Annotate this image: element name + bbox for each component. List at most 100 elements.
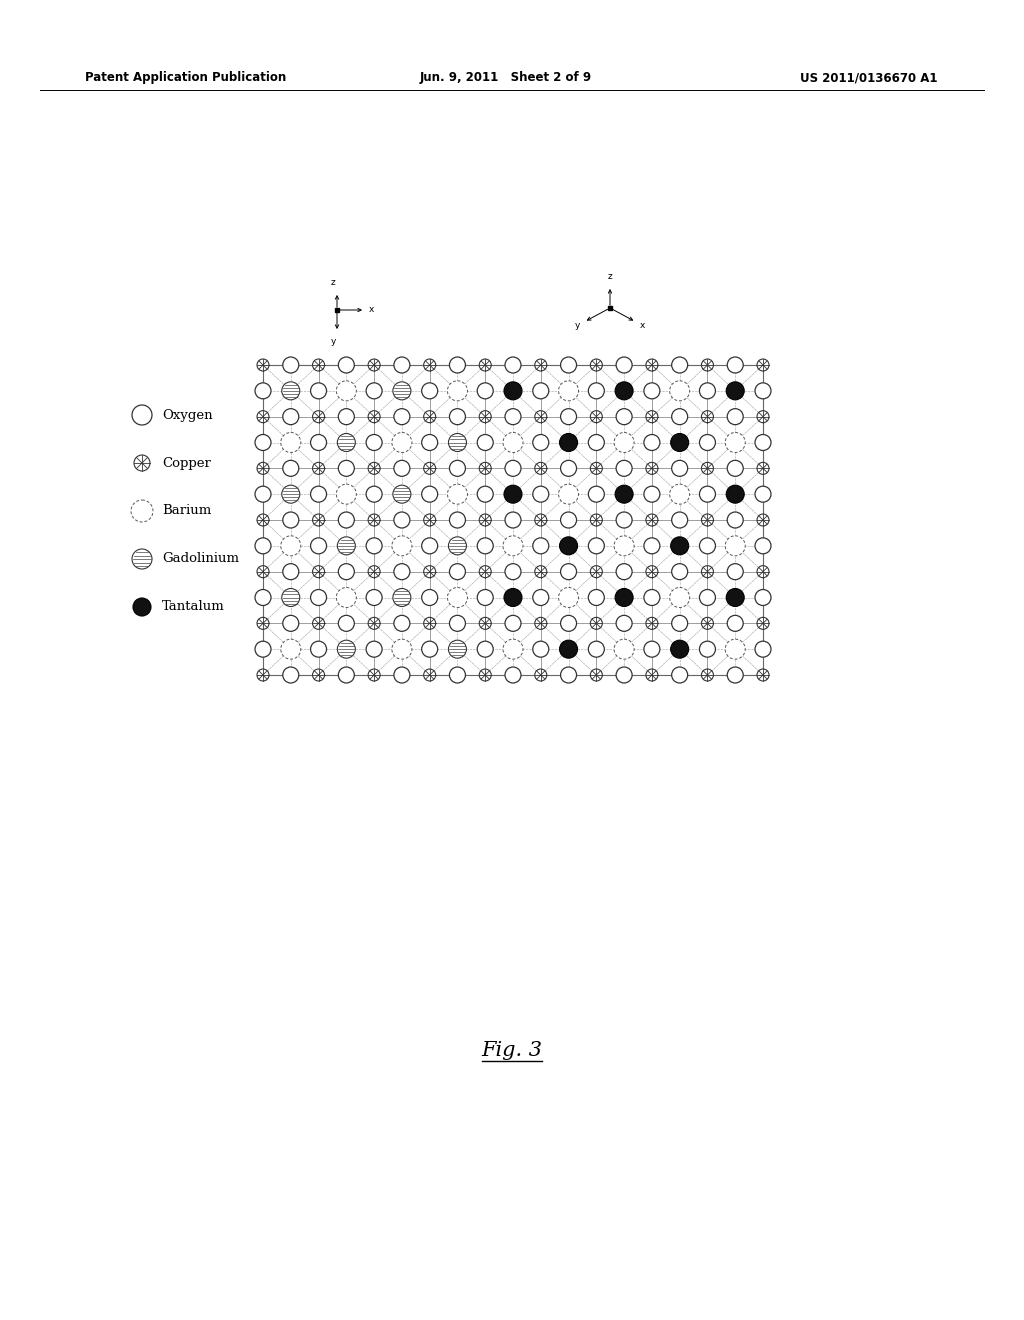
Circle shape	[699, 486, 716, 502]
Circle shape	[132, 405, 152, 425]
Circle shape	[727, 615, 743, 631]
Circle shape	[505, 667, 521, 682]
Circle shape	[257, 566, 269, 578]
Circle shape	[394, 461, 410, 477]
Circle shape	[590, 566, 602, 578]
Circle shape	[133, 598, 151, 616]
Circle shape	[755, 642, 771, 657]
Circle shape	[727, 512, 743, 528]
Circle shape	[479, 359, 492, 371]
Circle shape	[755, 434, 771, 450]
Circle shape	[559, 433, 578, 451]
Circle shape	[479, 462, 492, 474]
Circle shape	[422, 642, 437, 657]
Circle shape	[424, 669, 435, 681]
Circle shape	[368, 411, 380, 422]
Circle shape	[701, 618, 714, 630]
Circle shape	[336, 381, 356, 401]
Circle shape	[726, 589, 744, 606]
Circle shape	[615, 589, 633, 606]
Circle shape	[503, 639, 523, 659]
Circle shape	[757, 669, 769, 681]
Circle shape	[312, 411, 325, 422]
Circle shape	[424, 411, 435, 422]
Circle shape	[672, 667, 688, 682]
Circle shape	[670, 484, 690, 504]
Text: Barium: Barium	[162, 504, 211, 517]
Circle shape	[590, 618, 602, 630]
Circle shape	[336, 587, 356, 607]
Circle shape	[589, 537, 604, 554]
Circle shape	[310, 642, 327, 657]
Circle shape	[725, 536, 745, 556]
Circle shape	[281, 433, 301, 453]
Circle shape	[394, 512, 410, 528]
Circle shape	[614, 639, 634, 659]
Circle shape	[644, 537, 659, 554]
Circle shape	[310, 537, 327, 554]
Circle shape	[367, 642, 382, 657]
Circle shape	[757, 513, 769, 525]
Circle shape	[257, 618, 269, 630]
Text: Copper: Copper	[162, 457, 211, 470]
Circle shape	[505, 615, 521, 631]
Circle shape	[477, 537, 494, 554]
Circle shape	[560, 512, 577, 528]
Circle shape	[131, 500, 153, 521]
Circle shape	[283, 409, 299, 425]
Text: US 2011/0136670 A1: US 2011/0136670 A1	[800, 71, 938, 84]
Circle shape	[447, 381, 467, 401]
Circle shape	[755, 383, 771, 399]
Circle shape	[590, 462, 602, 474]
Circle shape	[644, 486, 659, 502]
Circle shape	[368, 513, 380, 525]
Text: Tantalum: Tantalum	[162, 601, 224, 614]
Circle shape	[477, 486, 494, 502]
Circle shape	[646, 618, 657, 630]
Circle shape	[450, 356, 466, 374]
Circle shape	[337, 537, 355, 554]
Circle shape	[255, 383, 271, 399]
Circle shape	[560, 409, 577, 425]
Circle shape	[282, 589, 300, 606]
Circle shape	[368, 566, 380, 578]
Circle shape	[422, 434, 437, 450]
Circle shape	[560, 667, 577, 682]
Circle shape	[312, 359, 325, 371]
Circle shape	[312, 669, 325, 681]
Circle shape	[558, 587, 579, 607]
Circle shape	[701, 359, 714, 371]
Circle shape	[394, 667, 410, 682]
Circle shape	[257, 411, 269, 422]
Circle shape	[560, 615, 577, 631]
Circle shape	[338, 409, 354, 425]
Circle shape	[283, 461, 299, 477]
Circle shape	[394, 409, 410, 425]
Circle shape	[757, 359, 769, 371]
Circle shape	[479, 618, 492, 630]
Text: Fig. 3: Fig. 3	[481, 1040, 543, 1060]
Circle shape	[447, 484, 467, 504]
Circle shape	[644, 642, 659, 657]
Circle shape	[505, 356, 521, 374]
Circle shape	[449, 640, 467, 659]
Circle shape	[283, 667, 299, 682]
Circle shape	[672, 409, 688, 425]
Circle shape	[755, 590, 771, 606]
Text: y: y	[331, 337, 336, 346]
Circle shape	[725, 433, 745, 453]
Circle shape	[535, 618, 547, 630]
Circle shape	[616, 615, 632, 631]
Circle shape	[257, 462, 269, 474]
Circle shape	[394, 564, 410, 579]
Circle shape	[422, 383, 437, 399]
Circle shape	[559, 640, 578, 659]
Circle shape	[535, 669, 547, 681]
Circle shape	[616, 409, 632, 425]
Circle shape	[338, 461, 354, 477]
Circle shape	[505, 409, 521, 425]
Circle shape	[283, 564, 299, 579]
Circle shape	[393, 486, 411, 503]
Circle shape	[727, 409, 743, 425]
Circle shape	[338, 615, 354, 631]
